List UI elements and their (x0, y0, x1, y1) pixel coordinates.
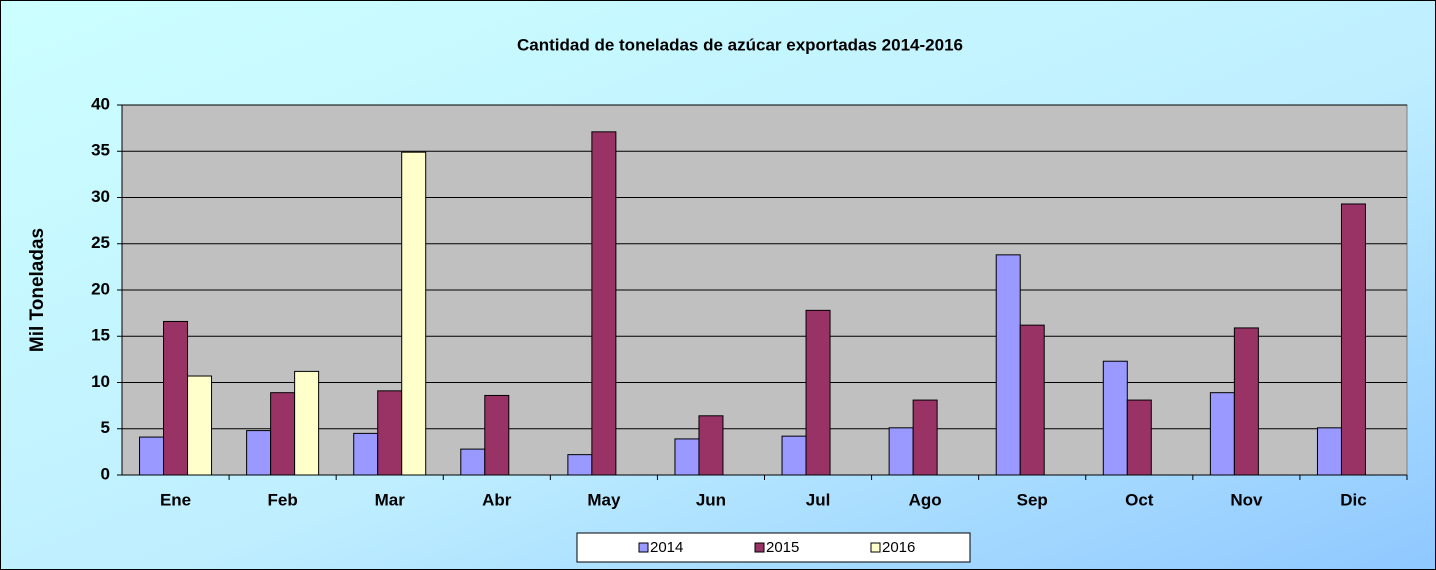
x-tick-label: Dic (1340, 490, 1366, 509)
y-tick-label: 25 (91, 233, 110, 252)
x-tick-label: Abr (482, 490, 512, 509)
bar (294, 370, 320, 476)
x-tick-label: Jul (806, 490, 831, 509)
legend-swatch (638, 542, 649, 553)
bar (377, 390, 403, 476)
chart-title: Cantidad de toneladas de azúcar exportad… (517, 35, 963, 54)
bar (1019, 324, 1045, 476)
bar (484, 394, 510, 476)
x-tick-label: May (587, 490, 621, 509)
bar (460, 448, 486, 476)
bar (567, 454, 593, 476)
y-tick-label: 40 (91, 94, 110, 113)
y-tick-label: 0 (101, 464, 110, 483)
bar (187, 375, 213, 476)
y-tick-label: 30 (91, 187, 110, 206)
bar (246, 430, 272, 476)
bar (401, 151, 427, 476)
bar (1233, 327, 1259, 476)
x-tick-label: Ene (160, 490, 191, 509)
bar (1316, 427, 1342, 476)
bar (270, 392, 296, 476)
bar (888, 427, 914, 476)
bar (698, 415, 724, 476)
y-axis-label: Mil Toneladas (27, 228, 48, 352)
legend-label: 2015 (766, 539, 799, 556)
x-tick-label: Nov (1230, 490, 1263, 509)
bar (781, 435, 807, 476)
y-tick-label: 10 (91, 372, 110, 391)
bar (1126, 399, 1152, 476)
x-tick-label: Sep (1017, 490, 1048, 509)
legend-label: 2014 (650, 539, 683, 556)
bar (805, 309, 831, 476)
bar (674, 438, 700, 476)
bar (1209, 392, 1235, 476)
bar (995, 254, 1021, 476)
x-tick-label: Oct (1125, 490, 1154, 509)
bar (353, 432, 379, 476)
x-tick-label: Ago (909, 490, 942, 509)
bar (1102, 360, 1128, 476)
bar (163, 320, 189, 476)
bar (1340, 203, 1366, 476)
bar (912, 399, 938, 476)
y-tick-label: 35 (91, 141, 110, 160)
bar (139, 436, 165, 476)
y-tick-label: 15 (91, 326, 110, 345)
bar (591, 131, 617, 476)
legend-swatch (870, 542, 881, 553)
x-tick-label: Mar (375, 490, 406, 509)
legend-label: 2016 (882, 539, 915, 556)
x-tick-label: Feb (268, 490, 298, 509)
x-tick-label: Jun (696, 490, 726, 509)
y-tick-label: 5 (101, 418, 110, 437)
y-tick-label: 20 (91, 279, 110, 298)
legend-swatch (754, 542, 765, 553)
